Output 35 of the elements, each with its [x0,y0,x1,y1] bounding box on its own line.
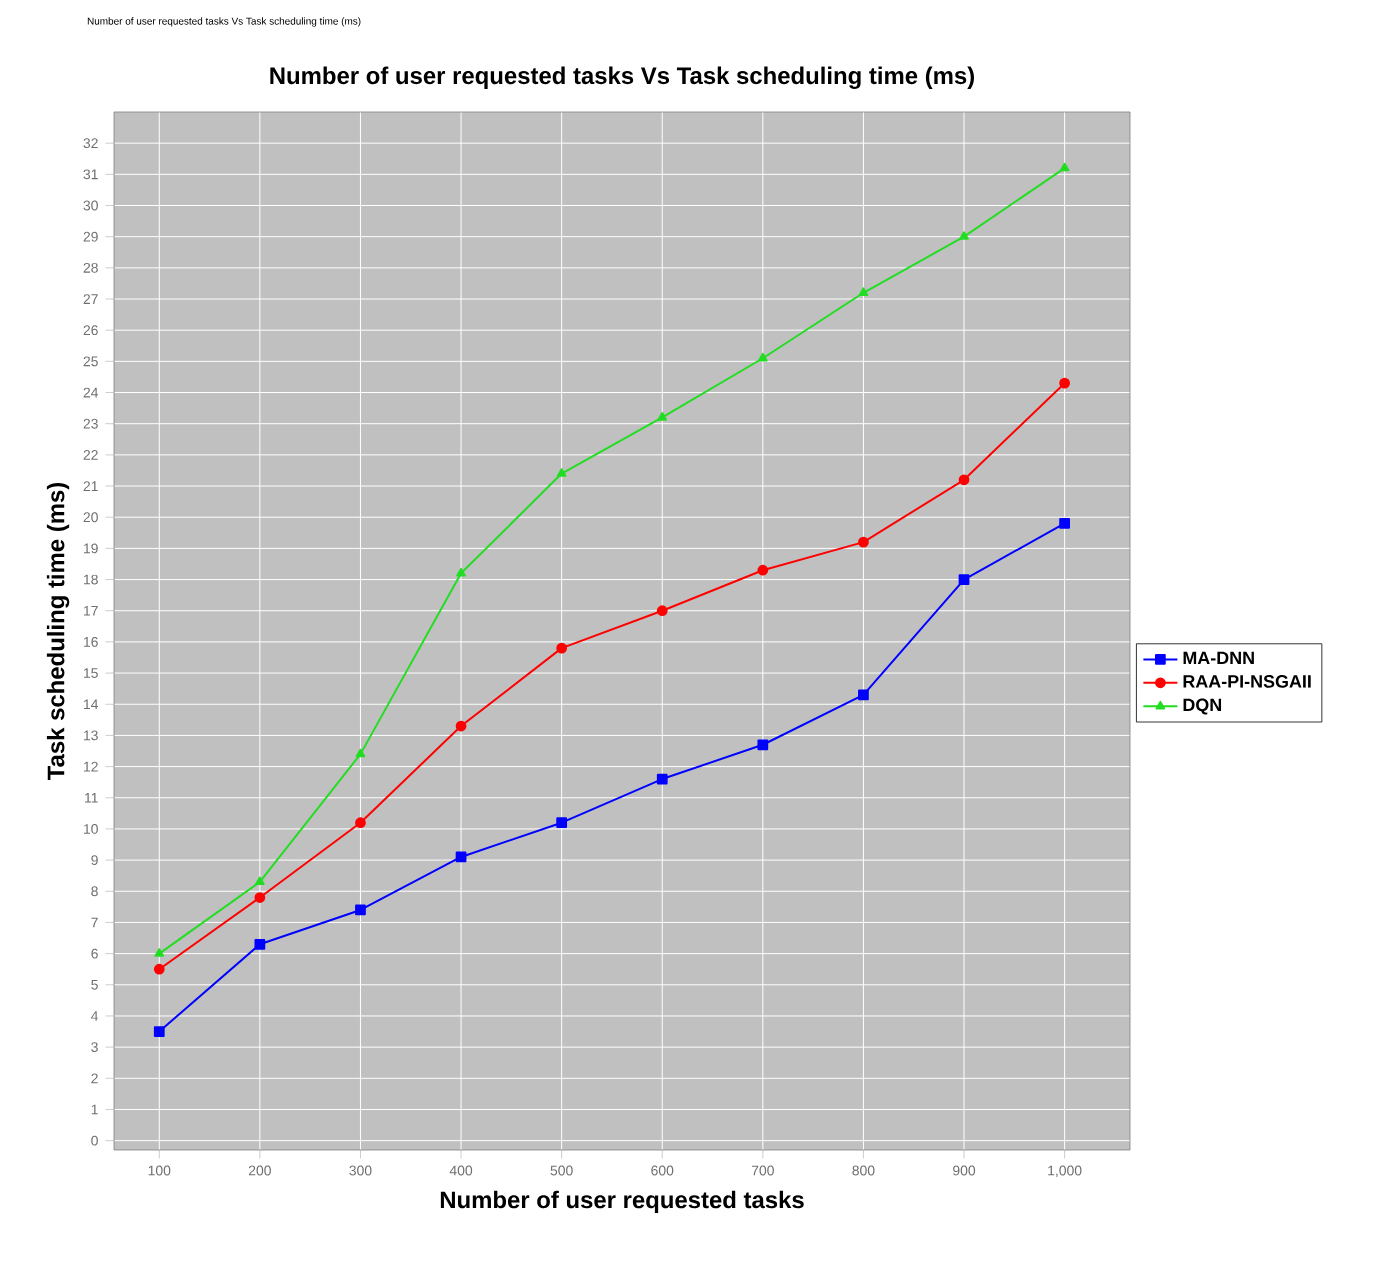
point [355,748,366,758]
legend-label: RAA-PI-NSGAII [1183,675,1311,688]
legend-label: DQN [1183,698,1222,715]
point [556,468,567,477]
point [858,536,869,548]
point [154,948,165,957]
point [355,904,366,916]
point [153,1026,165,1037]
point [656,773,668,785]
point [758,352,768,362]
chart-title: Number of user requested tasks Vs Task scheduling time (ms) [270,66,974,89]
point [757,739,769,751]
point [858,689,869,701]
point [1059,377,1071,389]
point [455,720,467,732]
point [556,642,568,654]
point [1059,518,1070,529]
x-axis-title: Number of user requested tasks [440,1190,804,1214]
point [153,963,165,975]
point [958,474,970,486]
point [254,892,266,903]
point [254,938,266,950]
point [1059,162,1070,172]
point [556,817,568,829]
point [858,287,869,296]
y-axis-title: Task scheduling time (ms) [46,482,70,780]
point [757,564,769,576]
point [456,567,466,577]
point [958,574,970,585]
legend-label: MA-DNN [1183,651,1254,665]
point [656,605,668,617]
point [657,412,668,421]
point [255,876,265,886]
point [959,231,969,240]
point [355,817,366,829]
